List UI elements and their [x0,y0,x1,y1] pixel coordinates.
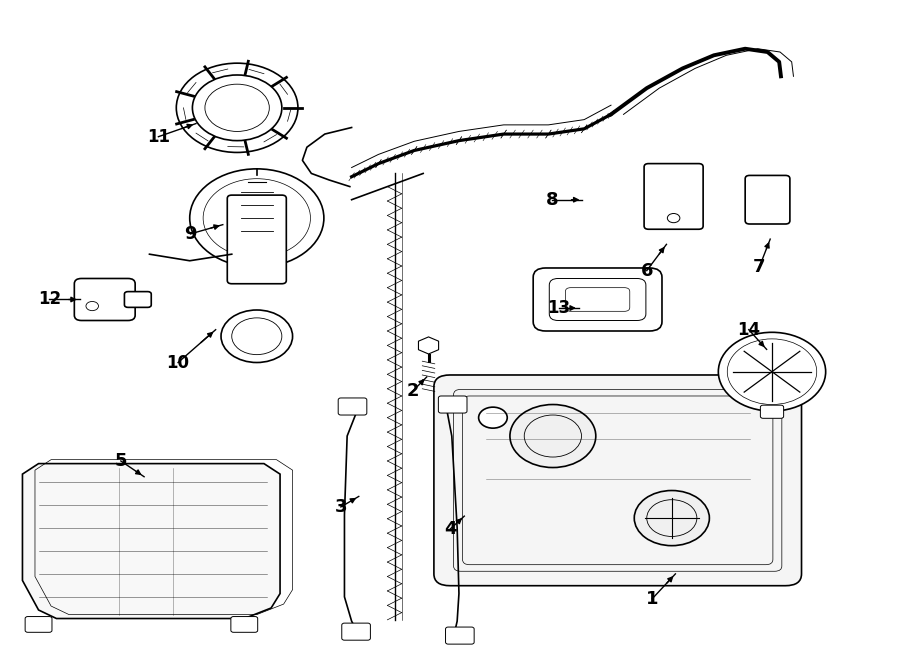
Text: 12: 12 [38,291,61,308]
Text: 3: 3 [335,498,347,516]
Text: 10: 10 [166,354,190,371]
FancyBboxPatch shape [446,627,474,644]
FancyBboxPatch shape [342,623,371,640]
FancyBboxPatch shape [434,375,802,586]
Polygon shape [22,463,280,618]
FancyBboxPatch shape [644,164,703,229]
Text: 4: 4 [444,520,456,538]
Circle shape [193,75,282,140]
FancyBboxPatch shape [533,268,662,331]
FancyBboxPatch shape [438,396,467,413]
Text: 5: 5 [114,452,127,470]
Text: 2: 2 [406,383,419,401]
Text: 9: 9 [184,225,197,243]
FancyBboxPatch shape [338,398,367,415]
Text: 7: 7 [753,258,766,275]
Circle shape [634,491,709,545]
Text: 14: 14 [737,320,760,339]
FancyBboxPatch shape [228,195,286,284]
Circle shape [718,332,825,411]
Circle shape [190,169,324,267]
Text: 13: 13 [547,299,571,317]
FancyBboxPatch shape [124,292,151,307]
Polygon shape [418,337,438,354]
FancyBboxPatch shape [25,616,52,632]
Circle shape [221,310,292,363]
Text: 11: 11 [147,128,170,146]
Circle shape [668,214,680,222]
FancyBboxPatch shape [75,279,135,320]
Circle shape [86,301,98,310]
FancyBboxPatch shape [745,175,790,224]
FancyBboxPatch shape [231,616,257,632]
Text: 8: 8 [545,191,558,209]
FancyBboxPatch shape [760,405,784,418]
Text: 1: 1 [646,590,659,608]
Circle shape [510,404,596,467]
Text: 6: 6 [641,261,653,279]
Circle shape [176,63,298,152]
Circle shape [479,407,508,428]
